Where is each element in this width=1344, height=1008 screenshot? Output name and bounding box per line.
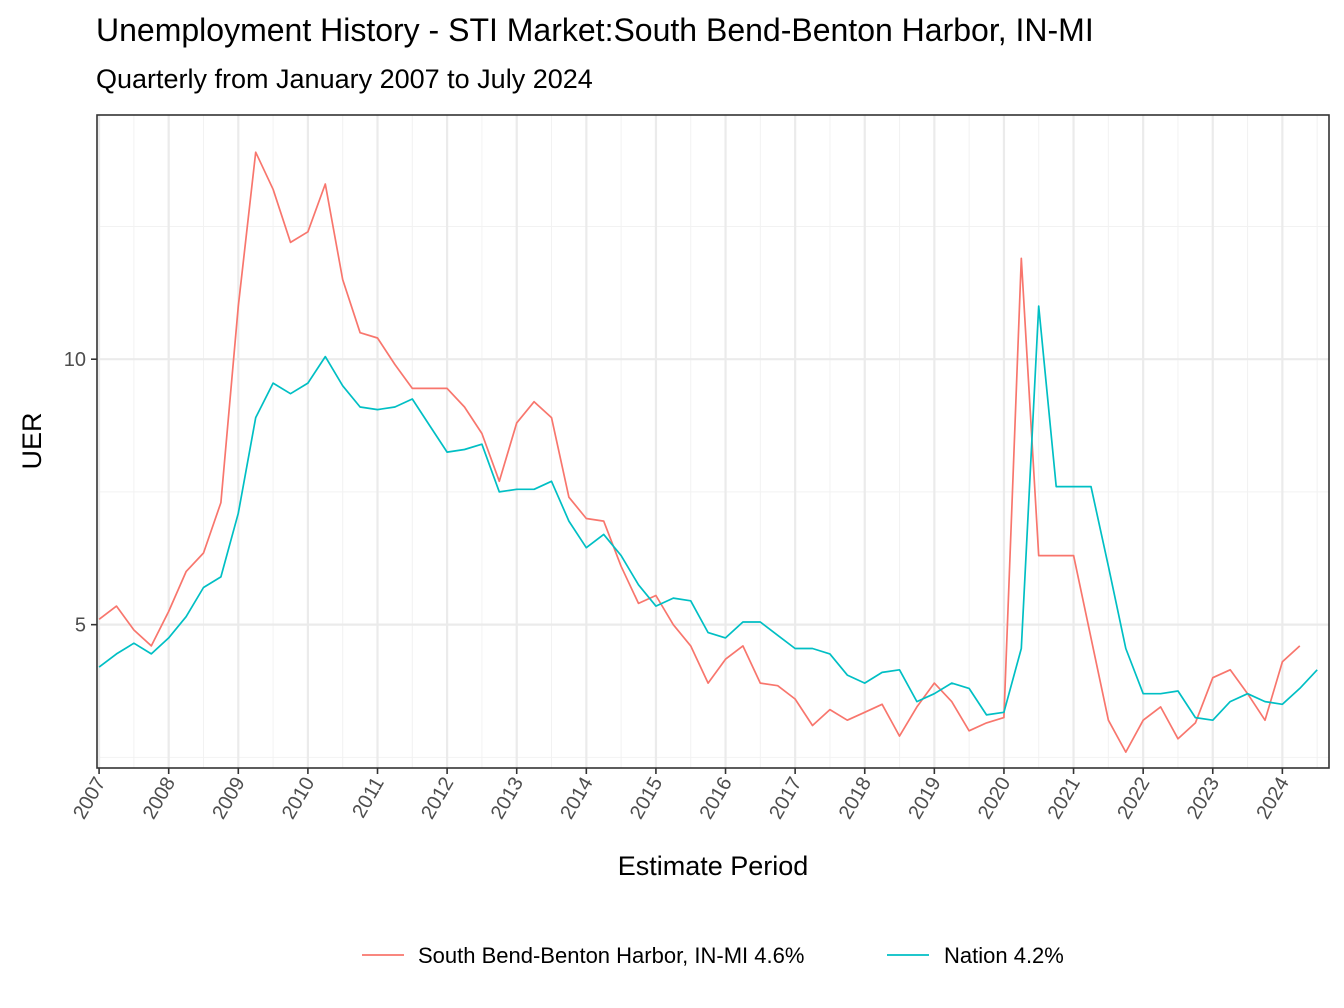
- x-tick-label: 2011: [348, 774, 389, 822]
- x-tick-label: 2024: [1252, 774, 1293, 824]
- x-tick-label: 2017: [765, 774, 806, 824]
- grid-lines: [97, 115, 1329, 768]
- chart-title: Unemployment History - STI Market:South …: [96, 12, 1094, 48]
- x-tick-label: 2008: [139, 774, 180, 824]
- series-line-nation: [98, 305, 1318, 722]
- x-axis-title: Estimate Period: [618, 851, 809, 881]
- x-tick-label: 2022: [1113, 774, 1154, 824]
- x-tick-label: 2015: [626, 774, 667, 824]
- x-tick-label: 2010: [278, 774, 319, 824]
- legend-label-south-bend: South Bend-Benton Harbor, IN-MI 4.6%: [418, 943, 804, 968]
- y-axis-title: UER: [17, 412, 47, 469]
- x-tick-label: 2023: [1183, 774, 1224, 824]
- x-axis: 2007 2008 2009 2010 2011 2012 2013 2014 2015 2016…: [69, 768, 1294, 823]
- series-line-south-bend: [98, 151, 1301, 753]
- series-lines: [98, 151, 1318, 753]
- x-tick-label: 2009: [208, 774, 249, 824]
- plot-panel-border: [96, 114, 1330, 769]
- x-tick-label: 2014: [556, 774, 597, 824]
- y-axis: 5 10: [64, 349, 97, 637]
- legend-label-nation: Nation 4.2%: [944, 943, 1064, 968]
- x-tick-label: 2012: [417, 774, 458, 824]
- chart-subtitle: Quarterly from January 2007 to July 2024: [96, 64, 593, 94]
- legend: South Bend-Benton Harbor, IN-MI 4.6% Nati…: [362, 943, 1064, 968]
- x-tick-label: 2016: [696, 774, 737, 824]
- x-tick-label: 2007: [69, 774, 110, 824]
- x-tick-label: 2013: [487, 774, 528, 824]
- x-tick-label: 2020: [974, 774, 1015, 824]
- y-tick-label: 10: [64, 349, 86, 371]
- y-tick-label: 5: [75, 615, 86, 637]
- x-tick-label: 2021: [1044, 774, 1085, 824]
- x-tick-label: 2018: [835, 774, 876, 824]
- x-tick-label: 2019: [904, 774, 945, 824]
